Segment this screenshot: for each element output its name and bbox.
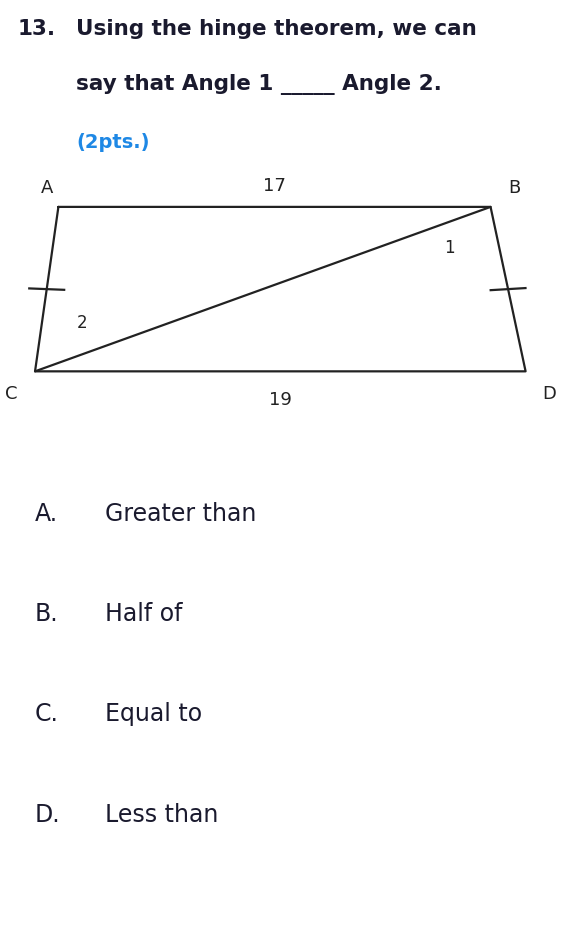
Text: A: A	[40, 178, 53, 197]
Text: C.: C.	[35, 702, 59, 726]
Text: D: D	[542, 384, 556, 403]
Text: B: B	[508, 178, 520, 197]
Text: say that Angle 1 _____ Angle 2.: say that Angle 1 _____ Angle 2.	[76, 74, 442, 96]
Text: Greater than: Greater than	[105, 501, 256, 525]
Text: A.: A.	[35, 501, 58, 525]
Text: (2pts.): (2pts.)	[76, 134, 150, 152]
Text: 17: 17	[263, 177, 286, 195]
Text: D.: D.	[35, 802, 61, 826]
Text: Equal to: Equal to	[105, 702, 202, 726]
Text: Using the hinge theorem, we can: Using the hinge theorem, we can	[76, 19, 477, 39]
Text: 2: 2	[77, 314, 87, 331]
Text: B.: B.	[35, 601, 58, 625]
Text: 19: 19	[269, 391, 292, 409]
Text: 13.: 13.	[18, 19, 55, 39]
Text: Less than: Less than	[105, 802, 218, 826]
Text: 1: 1	[444, 239, 455, 257]
Text: Half of: Half of	[105, 601, 183, 625]
Text: C: C	[5, 384, 18, 403]
